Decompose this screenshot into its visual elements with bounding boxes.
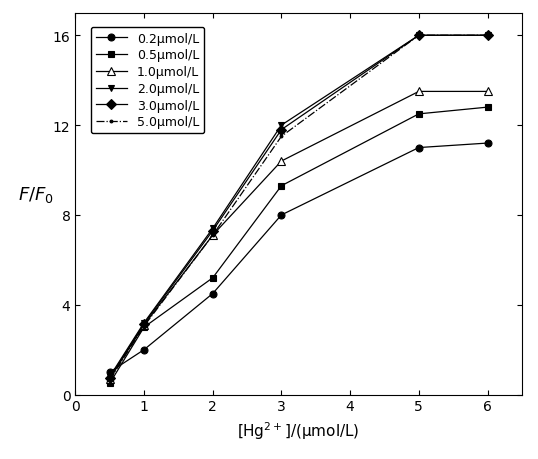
3.0μmol/L [484, 34, 491, 39]
5.0μmol/L [415, 34, 422, 39]
1.0μmol/L [107, 376, 113, 382]
2.0μmol/L [209, 226, 216, 232]
3.0μmol/L [209, 229, 216, 234]
3.0μmol/L [415, 34, 422, 39]
0.5μmol/L [209, 275, 216, 281]
1.0μmol/L [484, 90, 491, 95]
5.0μmol/L [278, 134, 285, 140]
X-axis label: [Hg$^{2+}$]/(μmol/L): [Hg$^{2+}$]/(μmol/L) [237, 419, 360, 441]
Line: 1.0μmol/L: 1.0μmol/L [105, 88, 492, 383]
0.5μmol/L [141, 325, 147, 330]
2.0μmol/L [278, 123, 285, 129]
5.0μmol/L [141, 324, 147, 329]
2.0μmol/L [484, 34, 491, 39]
0.2μmol/L [415, 146, 422, 151]
0.5μmol/L [107, 381, 113, 386]
0.2μmol/L [141, 347, 147, 353]
5.0μmol/L [107, 377, 113, 383]
1.0μmol/L [209, 233, 216, 238]
Y-axis label: $F/F_0$: $F/F_0$ [18, 185, 54, 204]
5.0μmol/L [209, 233, 216, 238]
3.0μmol/L [141, 321, 147, 327]
1.0μmol/L [278, 159, 285, 164]
1.0μmol/L [415, 90, 422, 95]
3.0μmol/L [278, 128, 285, 133]
0.2μmol/L [278, 213, 285, 218]
3.0μmol/L [107, 375, 113, 381]
2.0μmol/L [415, 34, 422, 39]
Line: 0.5μmol/L: 0.5μmol/L [106, 105, 491, 387]
0.5μmol/L [415, 112, 422, 118]
Line: 0.2μmol/L: 0.2μmol/L [106, 140, 491, 376]
1.0μmol/L [141, 323, 147, 328]
0.2μmol/L [484, 141, 491, 146]
Legend: 0.2μmol/L, 0.5μmol/L, 1.0μmol/L, 2.0μmol/L, 3.0μmol/L, 5.0μmol/L: 0.2μmol/L, 0.5μmol/L, 1.0μmol/L, 2.0μmol… [90, 28, 204, 134]
0.2μmol/L [107, 369, 113, 375]
Line: 3.0μmol/L: 3.0μmol/L [106, 33, 491, 381]
0.5μmol/L [484, 105, 491, 111]
0.5μmol/L [278, 184, 285, 189]
2.0μmol/L [141, 320, 147, 326]
Line: 5.0μmol/L: 5.0μmol/L [107, 34, 490, 383]
5.0μmol/L [484, 34, 491, 39]
2.0μmol/L [107, 374, 113, 380]
Line: 2.0μmol/L: 2.0μmol/L [106, 33, 491, 380]
0.2μmol/L [209, 291, 216, 297]
